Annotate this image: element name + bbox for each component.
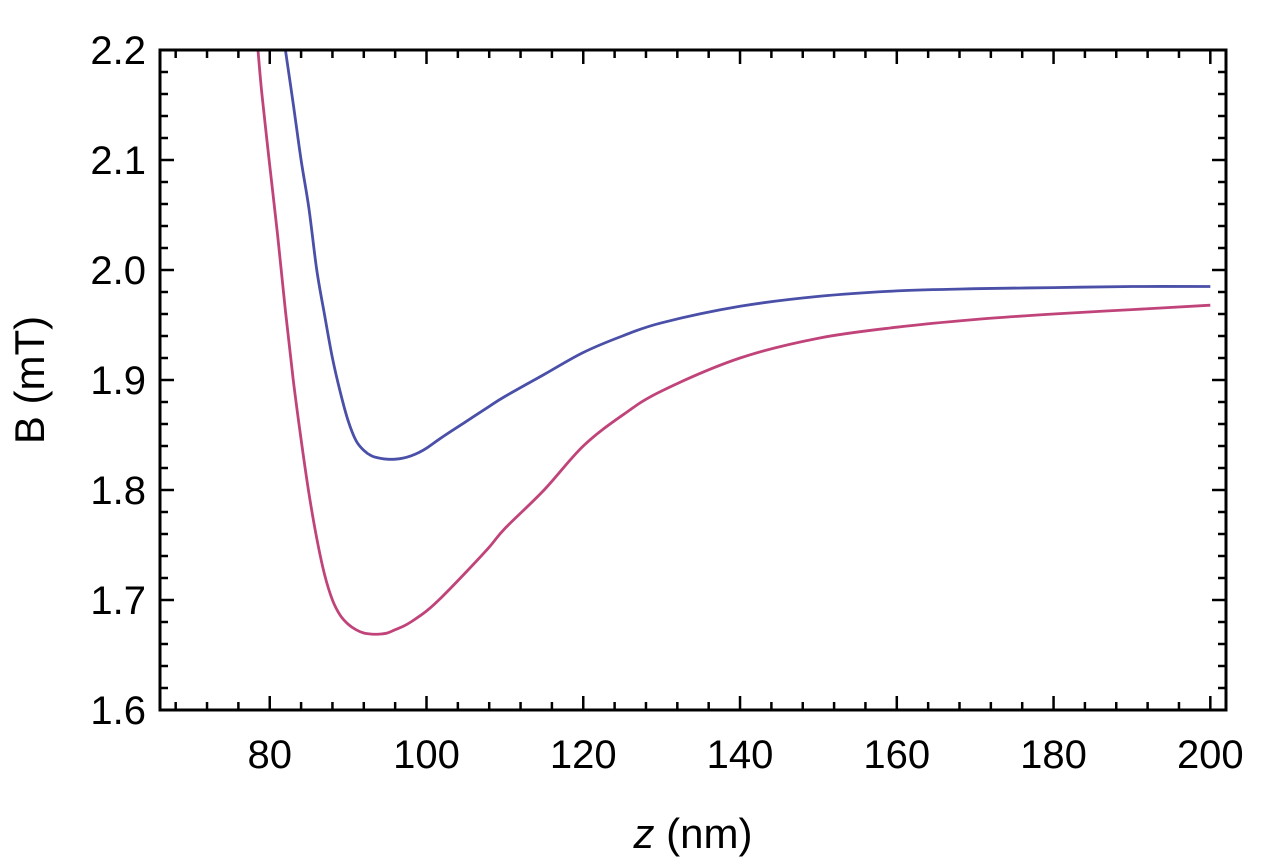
y-tick-label: 1.6 (90, 689, 146, 733)
curves (256, 50, 1211, 636)
x-tick-labels: 80 100 120 140 160 180 200 (247, 733, 1243, 777)
x-tick-label: 100 (393, 733, 460, 777)
x-axis-label: z (nm) (633, 810, 753, 857)
x-axis-variable: z (633, 810, 655, 857)
y-tick-label: 1.8 (90, 469, 146, 513)
y-tick-label: 1.7 (90, 579, 146, 623)
y-axis-label: B (mT) (6, 316, 53, 444)
x-tick-label: 120 (550, 733, 617, 777)
ticks (160, 48, 1226, 712)
x-axis-unit: (nm) (655, 810, 753, 857)
y-tick-label: 2.0 (90, 249, 146, 293)
y-tick-labels: 1.6 1.7 1.8 1.9 2.0 2.1 2.2 (90, 29, 146, 733)
y-tick-label: 1.9 (90, 359, 146, 403)
y-tick-label: 2.2 (90, 29, 146, 73)
x-tick-label: 80 (247, 733, 292, 777)
series-line-2 (256, 50, 1211, 636)
series-line-1 (284, 50, 1211, 461)
x-tick-label: 160 (863, 733, 930, 777)
plot-frame (158, 48, 1228, 712)
x-tick-label: 180 (1020, 733, 1087, 777)
x-tick-label: 140 (707, 733, 774, 777)
x-tick-label: 200 (1177, 733, 1244, 777)
y-tick-label: 2.1 (90, 139, 146, 183)
